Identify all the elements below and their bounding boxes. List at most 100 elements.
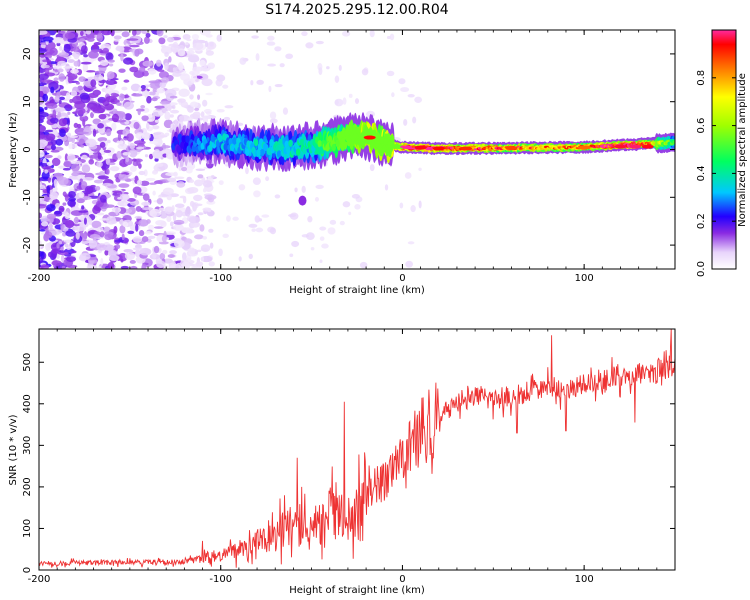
noise-speckle (334, 75, 340, 83)
noise-speckle (105, 95, 118, 103)
noise-speckle (369, 30, 375, 38)
noise-speckle (123, 79, 130, 83)
noise-speckle (106, 215, 117, 225)
noise-speckle (116, 150, 122, 159)
noise-speckle (52, 109, 57, 119)
noise-speckle (189, 247, 196, 255)
ridge-cell (355, 126, 361, 135)
noise-speckle (218, 248, 223, 257)
noise-speckle (132, 247, 144, 251)
noise-speckle (167, 254, 175, 258)
noise-speckle (152, 190, 156, 196)
snr-ytick-label: 100 (22, 519, 33, 538)
noise-speckle (103, 226, 111, 233)
snr-ytick-label: 300 (22, 436, 33, 455)
ridge-cell (176, 145, 181, 153)
noise-speckle (274, 83, 283, 88)
noise-speckle (46, 204, 56, 212)
noise-speckle (67, 59, 75, 63)
noise-speckle (162, 249, 168, 255)
isolated-blob (298, 195, 307, 206)
noise-speckle (279, 63, 285, 68)
noise-speckle (143, 36, 150, 44)
ridge-hot-core (363, 135, 376, 140)
noise-speckle (46, 161, 53, 167)
noise-speckle (327, 227, 336, 235)
noise-speckle (98, 113, 107, 120)
noise-speckle (115, 46, 125, 52)
noise-speckle (173, 224, 184, 231)
noise-speckle (152, 108, 164, 117)
noise-speckle (201, 176, 206, 183)
noise-speckle (79, 38, 86, 42)
noise-speckle (197, 212, 204, 216)
noise-speckle (223, 116, 231, 121)
noise-speckle (105, 79, 117, 85)
noise-speckle (255, 53, 260, 61)
noise-speckle (39, 150, 45, 158)
noise-speckle (174, 203, 185, 208)
noise-speckle (100, 257, 104, 266)
noise-speckle (165, 232, 175, 236)
noise-speckle (129, 265, 138, 269)
noise-speckle (58, 46, 63, 51)
noise-speckle (53, 178, 58, 188)
noise-speckle (168, 56, 172, 63)
noise-speckle (97, 175, 109, 180)
noise-speckle (51, 157, 61, 167)
noise-speckle (39, 158, 43, 163)
noise-speckle (65, 256, 77, 263)
noise-speckle (256, 79, 264, 85)
ridge-cell (372, 129, 377, 137)
noise-speckle (404, 172, 412, 179)
noise-speckle (94, 70, 106, 75)
noise-speckle (157, 69, 165, 73)
noise-speckle (86, 265, 98, 269)
noise-speckle (191, 78, 201, 83)
noise-speckle (141, 236, 149, 243)
noise-speckle (175, 264, 180, 269)
noise-speckle (145, 32, 151, 38)
noise-speckle (71, 172, 80, 177)
noise-speckle (111, 113, 120, 123)
noise-speckle (123, 202, 127, 207)
noise-speckle (142, 193, 150, 201)
noise-speckles (39, 30, 423, 269)
noise-speckle (149, 208, 162, 218)
noise-speckle (342, 201, 351, 208)
ridge-hot-core (614, 144, 627, 149)
noise-speckle (49, 191, 59, 200)
noise-speckle (224, 105, 234, 109)
noise-speckle (58, 96, 66, 101)
noise-speckle (211, 174, 215, 179)
ridge-cell (317, 140, 322, 148)
noise-speckle (136, 179, 143, 186)
noise-speckle (173, 171, 178, 177)
noise-speckle (84, 185, 94, 194)
noise-speckle (248, 253, 253, 260)
noise-speckle (180, 73, 190, 81)
noise-speckle (206, 197, 213, 201)
noise-speckle (171, 104, 176, 110)
colorbar: 0.0 0.2 0.4 0.6 0.8 Normalized spectral ampl… (696, 29, 748, 277)
noise-speckle (192, 194, 203, 202)
noise-speckle (88, 159, 95, 165)
noise-speckle (163, 35, 168, 39)
noise-speckle (188, 216, 201, 224)
noise-speckle (119, 225, 126, 234)
noise-speckle (339, 220, 345, 226)
noise-speckle (46, 185, 51, 194)
noise-speckle (261, 214, 270, 218)
noise-speckle (57, 176, 69, 186)
noise-speckle (138, 86, 142, 94)
noise-speckle (50, 144, 56, 151)
noise-speckle (267, 63, 277, 67)
ridge-cell (335, 139, 340, 148)
noise-speckle (207, 62, 216, 70)
colorbar-tick-label: 0.4 (696, 165, 707, 181)
noise-speckle (39, 125, 46, 133)
noise-speckle (57, 60, 67, 66)
noise-speckle (39, 142, 46, 151)
noise-speckle (162, 187, 174, 195)
